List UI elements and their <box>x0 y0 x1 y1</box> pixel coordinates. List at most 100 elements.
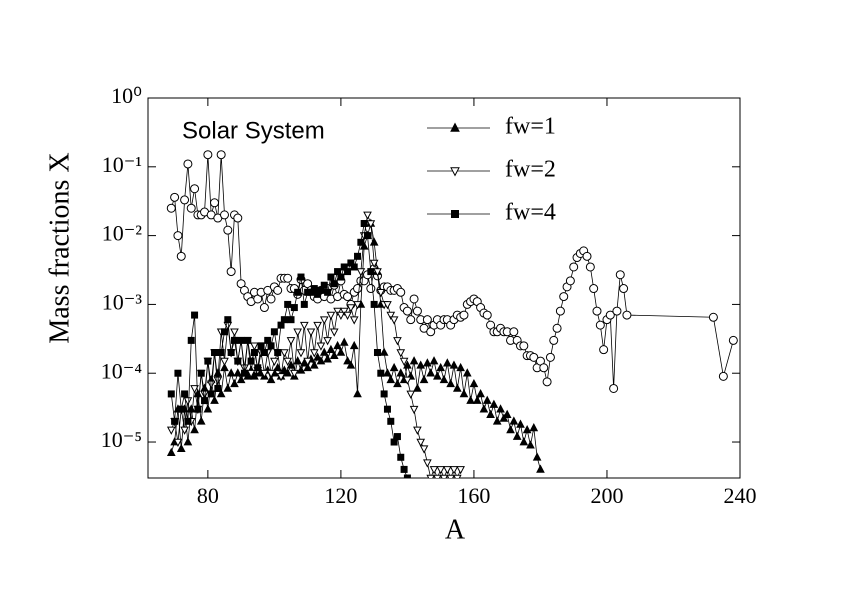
x-axis-label: A <box>445 514 466 545</box>
marker <box>336 347 346 356</box>
marker <box>536 464 545 473</box>
y-tick-label: 10⁻⁵ <box>101 427 142 452</box>
marker <box>353 284 363 294</box>
marker <box>280 316 288 324</box>
marker <box>201 397 209 405</box>
marker <box>270 328 278 336</box>
marker <box>413 383 422 392</box>
marker <box>397 453 405 461</box>
x-tick-label: 200 <box>590 483 623 508</box>
marker <box>569 262 579 272</box>
marker <box>233 368 243 377</box>
marker <box>419 445 429 454</box>
marker <box>283 368 293 377</box>
marker <box>230 378 239 388</box>
marker <box>273 285 283 295</box>
marker <box>373 349 381 357</box>
marker <box>250 342 259 351</box>
marker <box>214 384 222 392</box>
marker <box>532 452 542 461</box>
y-tick-label: 10⁻¹ <box>102 152 142 177</box>
marker <box>266 374 276 384</box>
marker <box>250 349 258 357</box>
marker <box>353 389 362 398</box>
plot-area <box>166 150 738 478</box>
marker <box>190 385 199 394</box>
marker <box>264 336 272 344</box>
marker <box>589 284 599 294</box>
legend-label: fw=1 <box>505 114 556 140</box>
marker <box>327 273 335 281</box>
series-line <box>170 223 541 470</box>
marker <box>476 389 485 398</box>
marker <box>309 360 319 369</box>
marker <box>230 336 238 344</box>
marker <box>439 474 449 478</box>
marker <box>429 466 439 475</box>
marker <box>349 340 359 350</box>
marker <box>336 311 346 320</box>
marker <box>203 404 213 413</box>
marker <box>506 424 515 434</box>
marker <box>226 267 236 277</box>
marker <box>293 356 302 365</box>
marker <box>299 321 309 331</box>
marker <box>247 357 255 365</box>
marker <box>200 390 209 399</box>
marker <box>423 358 432 367</box>
marker <box>226 368 236 377</box>
marker <box>599 345 609 355</box>
marker <box>449 360 459 369</box>
marker <box>482 310 492 320</box>
marker <box>522 424 532 434</box>
marker <box>173 438 183 447</box>
marker <box>176 443 186 452</box>
marker <box>452 383 462 392</box>
marker <box>512 431 522 440</box>
marker <box>403 360 412 369</box>
marker <box>236 374 246 384</box>
marker <box>609 383 619 393</box>
marker <box>403 376 412 385</box>
marker <box>283 273 293 283</box>
marker <box>323 337 332 346</box>
marker <box>197 369 205 377</box>
x-tick-label: 160 <box>457 483 490 508</box>
marker <box>204 357 212 365</box>
marker <box>369 259 379 268</box>
marker <box>326 311 336 320</box>
marker <box>389 316 399 325</box>
marker <box>529 423 539 432</box>
legend-label: fw=2 <box>505 157 556 183</box>
marker <box>316 342 326 351</box>
marker <box>266 294 276 304</box>
marker <box>396 287 406 297</box>
marker <box>283 357 293 367</box>
marker <box>333 340 342 350</box>
marker <box>559 292 569 302</box>
marker <box>393 433 401 441</box>
marker <box>287 316 295 324</box>
marker <box>290 369 299 379</box>
marker <box>369 237 379 246</box>
marker <box>303 362 312 372</box>
marker <box>399 357 409 367</box>
marker <box>549 335 559 345</box>
marker <box>254 364 262 372</box>
marker <box>595 320 605 330</box>
marker <box>307 288 315 296</box>
marker <box>217 349 225 357</box>
marker <box>329 328 339 337</box>
marker <box>612 306 622 316</box>
marker <box>220 357 229 367</box>
marker <box>233 213 243 223</box>
marker <box>552 323 562 333</box>
x-tick-label: 80 <box>197 483 219 508</box>
marker <box>403 474 411 478</box>
series-line <box>170 213 462 478</box>
marker <box>184 417 192 425</box>
marker <box>230 328 239 337</box>
marker <box>446 378 455 388</box>
marker <box>339 307 349 317</box>
marker <box>489 399 499 408</box>
